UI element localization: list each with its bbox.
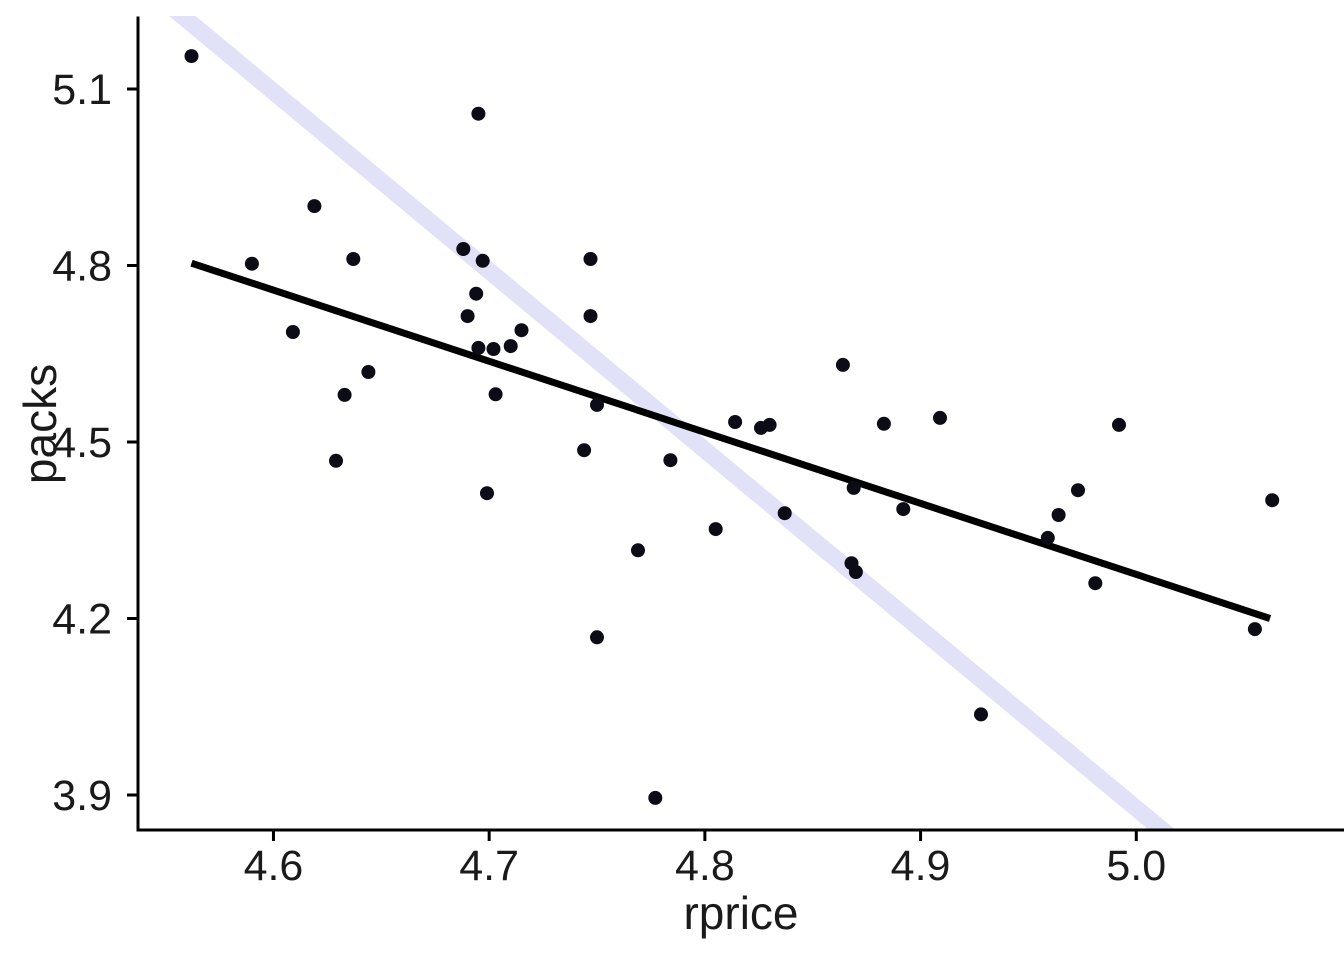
data-point (480, 486, 494, 501)
steep-reference-line-segment (169, 16, 1176, 830)
data-point (583, 309, 598, 324)
x-axis-ticks: 4.6 4.7 4.8 4.9 5.0 (244, 830, 1166, 890)
data-point (1051, 508, 1066, 522)
steep-reference-line (169, 16, 1176, 830)
data-point (456, 242, 471, 256)
data-point (974, 707, 988, 722)
data-point (846, 480, 861, 495)
data-point (486, 342, 501, 356)
data-point (1247, 622, 1262, 637)
axes (136, 16, 1344, 832)
y-tick-label: 4.8 (52, 243, 112, 291)
x-tick-label: 5.0 (1106, 842, 1166, 890)
data-point (469, 286, 484, 301)
data-point (346, 252, 361, 266)
x-axis-title: rprice (683, 887, 798, 939)
data-point (460, 309, 475, 324)
data-point (648, 790, 663, 805)
data-point (728, 415, 743, 429)
data-point (503, 339, 518, 354)
data-point (285, 325, 300, 339)
data-point (471, 106, 486, 121)
data-point (590, 630, 604, 645)
y-tick-label: 3.9 (52, 772, 112, 820)
data-point (1088, 576, 1103, 591)
data-point (307, 199, 322, 214)
scatter-points (184, 49, 1280, 805)
x-tick-label: 4.7 (459, 842, 519, 890)
data-point (708, 522, 723, 537)
data-point (475, 253, 490, 268)
y-tick-label: 4.2 (52, 595, 112, 643)
data-point (876, 416, 891, 431)
data-point (663, 453, 678, 468)
y-tick-label: 5.1 (52, 66, 112, 114)
x-tick-label: 4.8 (675, 842, 735, 890)
data-point (848, 565, 863, 579)
x-tick-label: 4.9 (891, 842, 951, 890)
data-point (488, 387, 503, 402)
data-point (244, 256, 259, 271)
data-point (1265, 493, 1280, 508)
data-point (631, 543, 645, 558)
data-point (577, 443, 592, 458)
data-point (184, 49, 199, 64)
data-point (514, 323, 529, 338)
data-point (1071, 483, 1085, 498)
data-point (762, 417, 777, 432)
data-point (1040, 530, 1055, 545)
data-point (896, 502, 911, 517)
data-point (777, 506, 792, 521)
data-point (590, 397, 604, 412)
data-point (835, 357, 850, 372)
data-point (933, 410, 947, 425)
x-tick-label: 4.6 (244, 842, 304, 890)
data-point (329, 453, 343, 468)
regression-line-segment (190, 259, 1272, 622)
data-point (1112, 417, 1126, 432)
y-axis-title: packs (14, 364, 66, 484)
data-point (583, 252, 598, 266)
data-point (471, 340, 486, 355)
y-axis-ticks: 5.1 4.8 4.5 4.2 3.9 (52, 66, 138, 820)
data-point (337, 387, 352, 402)
y-tick-label: 4.5 (52, 419, 112, 467)
regression-line (190, 259, 1272, 622)
data-point (361, 365, 376, 379)
